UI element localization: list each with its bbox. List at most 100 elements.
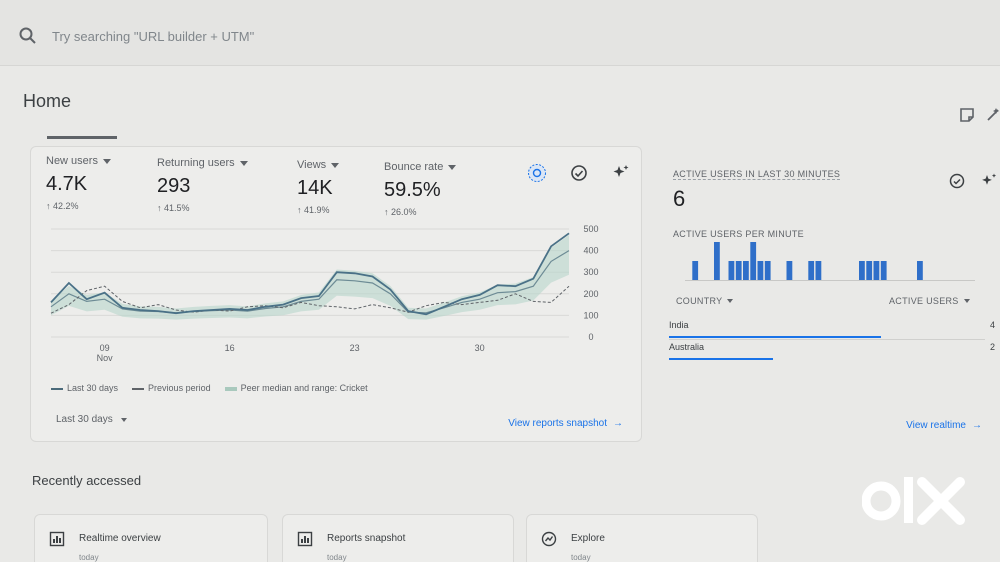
metric-returning-users[interactable]: Returning users 293 ↑ 41.5% <box>157 157 248 213</box>
country-name: India <box>669 320 689 330</box>
recent-item-title: Explore <box>571 533 605 544</box>
realtime-actions <box>948 172 998 190</box>
overview-card: New users 4.7K ↑ 42.2% Returning users 2… <box>30 146 642 442</box>
recent-item-title: Realtime overview <box>79 533 161 544</box>
recent-item-realtime[interactable]: Realtime overview today <box>34 514 268 562</box>
search-placeholder: Try searching "URL builder + UTM" <box>52 28 255 44</box>
view-reports-link[interactable]: View reports snapshot → <box>508 418 623 429</box>
per-minute-bar <box>743 261 749 280</box>
card-actions <box>527 163 631 183</box>
date-range-label: Last 30 days <box>56 414 113 425</box>
x-tick-label: 16 <box>225 343 235 353</box>
country-column-header[interactable]: COUNTRY <box>676 296 734 306</box>
recent-item-explore[interactable]: Explore today <box>526 514 758 562</box>
y-tick-label: 400 <box>583 246 598 256</box>
active-tab-indicator <box>47 136 117 139</box>
arrow-right-icon: → <box>972 420 982 431</box>
search-icon <box>19 27 36 44</box>
legend-swatch <box>132 387 145 390</box>
chart-icon <box>297 531 313 547</box>
y-tick-label: 500 <box>583 224 598 234</box>
peer-range-band <box>51 235 569 320</box>
table-row[interactable]: India 4 <box>669 318 995 340</box>
per-minute-bar <box>764 261 771 280</box>
view-realtime-label: View realtime <box>906 420 966 431</box>
chevron-down-icon <box>102 158 111 164</box>
x-tick-sublabel: Nov <box>97 353 114 363</box>
metric-change: ↑ 26.0% <box>384 207 417 217</box>
user-count: 2 <box>989 342 995 352</box>
column-label: ACTIVE USERS <box>889 296 959 306</box>
date-range-selector[interactable]: Last 30 days <box>56 414 127 425</box>
explore-icon <box>541 531 557 547</box>
share-bar <box>669 336 881 338</box>
recent-item-subtitle: today <box>571 553 591 562</box>
insights-icon[interactable] <box>984 106 1000 124</box>
legend-label: Peer median and range: Cricket <box>240 383 368 393</box>
per-minute-label: ACTIVE USERS PER MINUTE <box>673 229 804 239</box>
search-box[interactable]: Try searching "URL builder + UTM" <box>12 18 508 54</box>
legend-item-peer: Peer median and range: Cricket <box>224 383 368 393</box>
recent-item-subtitle: today <box>327 553 347 562</box>
check-circle-icon[interactable] <box>569 163 589 183</box>
per-minute-bar <box>757 261 764 280</box>
per-minute-bar <box>808 261 815 280</box>
x-tick-label: 23 <box>350 343 360 353</box>
country-name: Australia <box>669 342 705 352</box>
legend-label: Last 30 days <box>67 383 119 393</box>
per-minute-bar <box>786 261 793 280</box>
table-row[interactable]: Australia 2 <box>669 340 995 362</box>
sparkle-icon[interactable] <box>611 163 631 183</box>
per-minute-bar <box>750 242 757 280</box>
recent-item-title: Reports snapshot <box>327 533 406 544</box>
y-tick-label: 300 <box>583 267 598 277</box>
sparkle-icon[interactable] <box>980 172 998 190</box>
legend-label: Previous period <box>148 383 211 393</box>
per-minute-bar <box>692 261 699 280</box>
benchmark-badge-icon[interactable] <box>527 163 547 183</box>
metric-views[interactable]: Views 14K ↑ 41.9% <box>297 159 340 215</box>
metric-value: 4.7K <box>46 173 88 195</box>
per-minute-bar-chart <box>685 242 975 281</box>
per-minute-bar <box>815 261 822 280</box>
column-label: COUNTRY <box>676 296 723 306</box>
metric-label: New users <box>46 155 98 167</box>
per-minute-bar <box>735 261 742 280</box>
metric-change: ↑ 41.9% <box>297 205 330 215</box>
chevron-down-icon <box>120 417 127 422</box>
metric-new-users[interactable]: New users 4.7K ↑ 42.2% <box>46 155 111 211</box>
legend-item-previous: Previous period <box>132 383 211 393</box>
per-minute-bar <box>859 261 865 280</box>
realtime-value: 6 <box>673 186 686 211</box>
per-minute-bar <box>714 242 720 280</box>
chart-legend: Last 30 days Previous period Peer median… <box>51 383 368 393</box>
metric-change: ↑ 42.2% <box>46 201 79 211</box>
metric-value: 14K <box>297 177 333 199</box>
active-users-column-header[interactable]: ACTIVE USERS <box>889 296 970 306</box>
metric-value: 59.5% <box>384 179 441 201</box>
note-icon[interactable] <box>958 106 976 124</box>
chevron-down-icon <box>239 160 248 166</box>
per-minute-bar <box>917 261 923 280</box>
metric-change: ↑ 41.5% <box>157 203 190 213</box>
chevron-down-icon <box>331 162 340 168</box>
arrow-right-icon: → <box>613 418 623 429</box>
per-minute-bar <box>728 261 735 280</box>
legend-swatch <box>51 387 63 390</box>
per-minute-bar <box>873 261 880 280</box>
row-divider <box>669 339 985 340</box>
y-tick-label: 0 <box>588 332 593 342</box>
metric-bounce-rate[interactable]: Bounce rate 59.5% ↑ 26.0% <box>384 161 457 217</box>
x-tick-label: 09 <box>100 343 110 353</box>
view-realtime-link[interactable]: View realtime → <box>906 420 982 431</box>
recent-item-reports[interactable]: Reports snapshot today <box>282 514 514 562</box>
per-minute-bar <box>880 261 887 280</box>
per-minute-bar <box>866 261 873 280</box>
metric-value: 293 <box>157 175 191 197</box>
metric-label: Bounce rate <box>384 161 444 173</box>
realtime-title: ACTIVE USERS IN LAST 30 MINUTES <box>673 169 841 180</box>
check-circle-icon[interactable] <box>948 172 966 190</box>
realtime-card: ACTIVE USERS IN LAST 30 MINUTES 6 ACTIVE… <box>655 150 1000 442</box>
chevron-down-icon <box>963 299 970 303</box>
legend-swatch <box>224 386 237 391</box>
